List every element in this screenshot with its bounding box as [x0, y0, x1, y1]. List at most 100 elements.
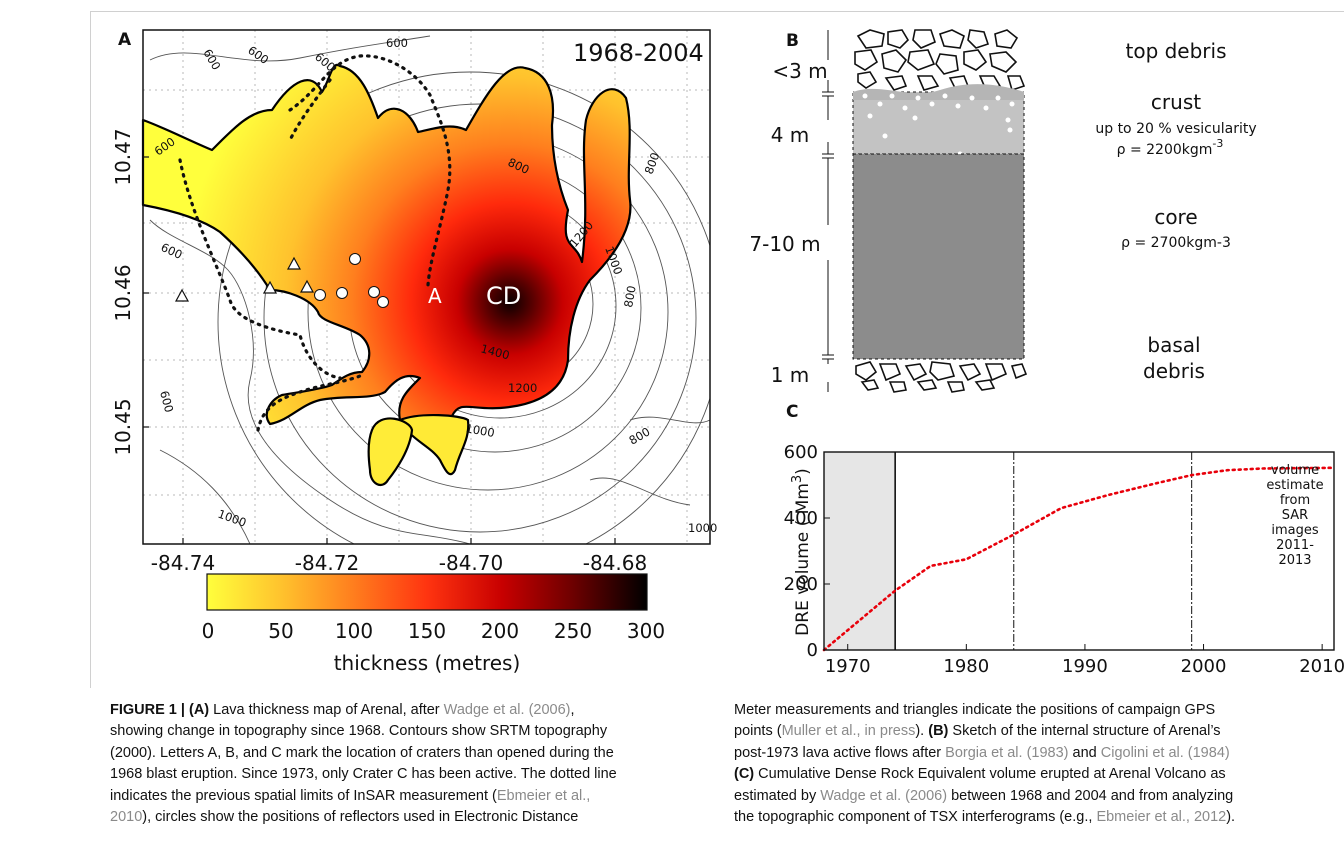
- annotation-line: 2013: [1278, 553, 1311, 568]
- gps-points: [174, 256, 315, 302]
- x-tick-label: 1980: [943, 656, 989, 677]
- x-tick-label: 1990: [1062, 656, 1108, 677]
- annotation-line: SAR: [1282, 508, 1308, 523]
- y-tick-label: 0: [807, 640, 818, 661]
- contour-label: 1000: [464, 421, 495, 440]
- lat-tick: 10.47: [111, 128, 135, 185]
- citation: Borgia et al. (1983): [945, 744, 1069, 761]
- caption-text: Cumulative Dense Rock Equivalent volume …: [754, 766, 1226, 783]
- dre-volume-series: [822, 466, 1336, 652]
- caption-text: showing change in topography since 1968.…: [110, 723, 608, 740]
- chart-frame: [823, 451, 1335, 651]
- gps-triangle: [299, 279, 315, 293]
- top-debris-blocks: [854, 29, 1026, 92]
- caption-text: and: [1068, 744, 1101, 761]
- depth-label: 7-10 m: [749, 232, 820, 256]
- caption-text: Meter measurements and triangles indicat…: [734, 702, 1216, 718]
- figure-frame: [90, 11, 1344, 688]
- insar-limit-line: [178, 54, 452, 432]
- caption-text: ,: [570, 702, 575, 718]
- annotation-line: estimate: [1266, 478, 1323, 493]
- lat-tick: 10.45: [111, 398, 135, 455]
- crater-cd-label: CD: [486, 282, 521, 310]
- panel-b-letter: B: [786, 31, 799, 51]
- colorbar-tick: 50: [268, 619, 293, 643]
- depth-label: <3 m: [772, 59, 827, 83]
- vesicles: [862, 93, 1015, 157]
- edm-circle: [349, 253, 361, 265]
- edm-circle: [336, 287, 348, 299]
- contour-label: 600: [386, 36, 408, 50]
- citation: 2010: [110, 809, 143, 826]
- crater-a-label: A: [428, 284, 442, 308]
- colorbar-tick: 150: [408, 619, 446, 643]
- colorbar-tick: 100: [335, 619, 373, 643]
- panel-c-letter: C: [786, 402, 799, 422]
- y-tick-label: 600: [784, 442, 818, 463]
- map-ticks: [143, 156, 616, 544]
- colorbar-tick: 0: [202, 619, 215, 643]
- caption-text: points (: [734, 723, 782, 740]
- caption-text: estimated by: [734, 787, 821, 804]
- citation: Wadge et al. (2006): [820, 787, 948, 804]
- annotation-line: images: [1271, 523, 1318, 538]
- lon-tick: -84.72: [295, 551, 359, 575]
- contour-label: 1000: [688, 521, 717, 535]
- core-layer: [852, 153, 1025, 360]
- caption-text: Lava thickness map of Arenal, after: [209, 702, 444, 718]
- x-tick-label: 1970: [825, 656, 871, 677]
- crust-layer: [852, 91, 1025, 155]
- basal-debris-blocks: [855, 361, 1028, 393]
- period-boundaries: [894, 452, 1193, 650]
- panel-a-letter: A: [118, 30, 132, 50]
- y-axis-label: DRE volume ( Mm3): [790, 468, 813, 636]
- citation: Wadge et al. (2006): [443, 702, 571, 718]
- pre-1974-shaded-span: [824, 452, 896, 650]
- lava-flow-lobe: [398, 413, 470, 476]
- caption-text: post-1973 lava active flows after: [734, 744, 946, 761]
- colorbar-tick: 200: [481, 619, 519, 643]
- lat-tick: 10.46: [111, 264, 135, 321]
- citation: Ebmeier et al., 2012: [1096, 809, 1227, 826]
- x-ticks: 1970 1980 1990 2000 2010: [825, 644, 1344, 677]
- annotation-line: from: [1280, 493, 1310, 508]
- map-border: [142, 29, 711, 545]
- caption-text: (B): [928, 723, 949, 740]
- dre-volume-chart: 1970 1980 1990 2000 2010 0 200 400 600 DRE volu…: [784, 442, 1344, 677]
- core-label: core: [1154, 205, 1197, 229]
- caption-text: ), circles show the positions of reflect…: [142, 809, 579, 826]
- x-tick-label: 2010: [1299, 656, 1344, 677]
- contour-label: 800: [621, 284, 639, 308]
- annotation-line: 2011-: [1276, 538, 1314, 553]
- dimension-markers: [822, 30, 834, 392]
- edm-circle: [377, 296, 389, 308]
- depth-labels: <3 m 4 m 7-10 m 1 m: [749, 59, 827, 387]
- x-tick-label: 2000: [1181, 656, 1227, 677]
- vesicularity-label: up to 20 % vesicularity: [1095, 121, 1256, 137]
- lon-tick: -84.74: [151, 551, 215, 575]
- caption-text: (2000). Letters A, B, and C mark the loc…: [110, 744, 614, 761]
- core-density-label: ρ = 2700kgm-3: [1121, 235, 1231, 251]
- caption-text: ).: [915, 723, 929, 740]
- gps-triangle: [262, 280, 278, 294]
- edm-reflectors: [314, 253, 389, 308]
- caption-text: Sketch of the internal structure of Aren…: [948, 723, 1221, 740]
- depth-label: 1 m: [771, 363, 810, 387]
- citation: Muller et al., in press: [781, 723, 916, 740]
- y-tick-label: 400: [784, 508, 818, 529]
- edm-circle: [368, 286, 380, 298]
- lon-tick: -84.68: [583, 551, 647, 575]
- period-label: 1968-2004: [573, 39, 704, 67]
- caption-right: Meter measurements and triangles indicat…: [734, 700, 1334, 828]
- colorbar: [206, 573, 648, 611]
- top-debris-label: top debris: [1125, 39, 1226, 63]
- crust-top-edge: [853, 84, 1024, 100]
- edm-circle: [314, 289, 326, 301]
- basal-debris-label: debris: [1143, 359, 1205, 383]
- crust-label: crust: [1151, 90, 1201, 114]
- y-ticks: 0 200 400 600: [784, 442, 830, 661]
- citation: Cigolini et al. (1984): [1100, 744, 1230, 761]
- caption-text: ).: [1226, 809, 1236, 826]
- basal-label: basal: [1147, 333, 1200, 357]
- colorbar-tick: 300: [627, 619, 665, 643]
